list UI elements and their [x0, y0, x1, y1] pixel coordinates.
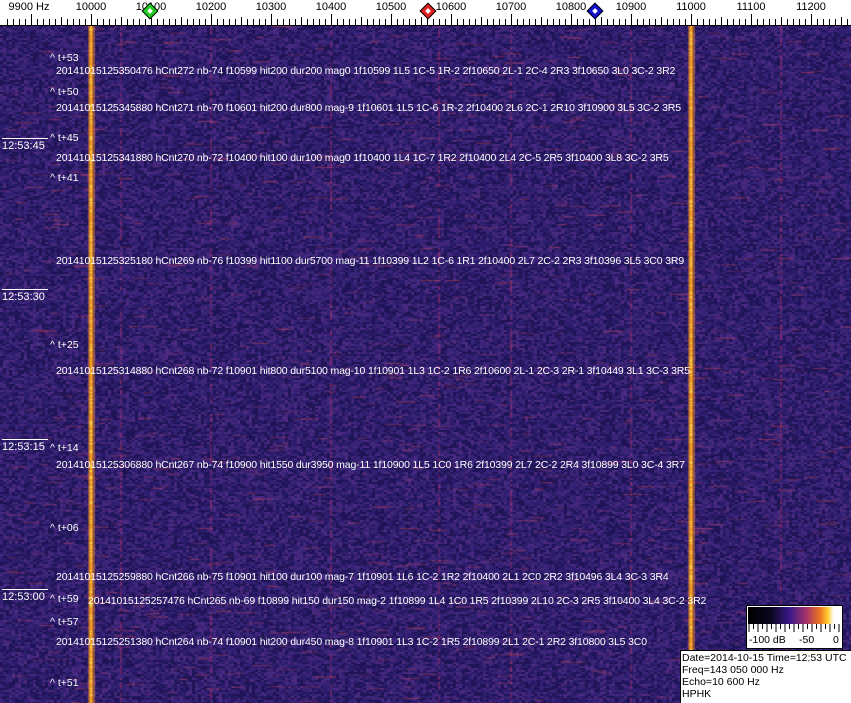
- frequency-label: 10600: [435, 1, 467, 13]
- scale-label-mid: -50: [799, 634, 815, 646]
- time-offset-mark: ^ t+53: [50, 52, 79, 64]
- time-offset-mark: ^ t+25: [50, 339, 79, 351]
- time-offset-mark: ^ t+51: [50, 677, 79, 689]
- detection-line: 20141015125259880 hCnt266 nb-75 f10901 h…: [56, 571, 669, 583]
- time-label: 12:53:00: [2, 589, 48, 603]
- time-offset-mark: ^ t+41: [50, 172, 79, 184]
- frequency-label: 10300: [255, 1, 287, 13]
- color-gradient: [748, 607, 841, 624]
- frequency: Freq=143 050 000 Hz: [682, 664, 784, 676]
- detection-line: 20141015125325180 hCnt269 nb-76 f10399 h…: [56, 255, 685, 267]
- frequency-label: 10500: [375, 1, 407, 13]
- info-box: Date=2014-10-15 Time=12:53 UTC Freq=143 …: [680, 650, 851, 703]
- echo-frequency: Echo=10 600 Hz: [682, 676, 760, 688]
- time-offset-mark: ^ t+59: [50, 593, 79, 605]
- detection-line: 20141015125350476 hCnt272 nb-74 f10599 h…: [56, 65, 676, 77]
- frequency-label: 9900 Hz: [8, 1, 50, 13]
- detection-line: 20141015125341880 hCnt270 nb-72 f10400 h…: [56, 152, 669, 164]
- frequency-label: 10700: [495, 1, 527, 13]
- frequency-label: 10200: [195, 1, 227, 13]
- time-offset-mark: ^ t+06: [50, 522, 79, 534]
- detection-line: 20141015125345880 hCnt271 nb-70 f10601 h…: [56, 102, 681, 114]
- frequency-axis: 9900 Hz100001010010200103001040010500106…: [0, 0, 851, 26]
- frequency-label: 11200: [796, 1, 826, 13]
- frequency-label: 10800: [555, 1, 587, 13]
- db-color-scale: -100 dB -50 0: [746, 605, 843, 649]
- detection-line: 20141015125306880 hCnt267 nb-74 f10900 h…: [56, 459, 685, 471]
- detection-line: 20141015125257476 hCnt265 nb-69 f10899 h…: [88, 595, 707, 607]
- frequency-label: 10400: [315, 1, 347, 13]
- time-label: 12:53:15: [2, 439, 48, 453]
- date-time: Date=2014-10-15 Time=12:53 UTC: [682, 652, 847, 664]
- station-name: HPHK: [682, 688, 712, 700]
- waterfall-spectrogram: [0, 26, 851, 703]
- frequency-label: 11100: [736, 1, 766, 13]
- time-label: 12:53:30: [2, 289, 48, 303]
- time-offset-mark: ^ t+57: [50, 616, 79, 628]
- axis-ticks: [0, 14, 851, 26]
- frequency-label: 10900: [615, 1, 647, 13]
- detection-line: 20141015125314880 hCnt268 nb-72 f10901 h…: [56, 365, 690, 377]
- frequency-label: 10000: [75, 1, 107, 13]
- scale-ticks: [748, 624, 840, 632]
- detection-line: 20141015125251380 hCnt264 nb-74 f10901 h…: [56, 636, 647, 648]
- time-label: 12:53:45: [2, 138, 48, 152]
- time-offset-mark: ^ t+45: [50, 132, 79, 144]
- time-offset-mark: ^ t+50: [50, 86, 79, 98]
- scale-label-max: 0: [833, 634, 839, 646]
- frequency-label: 11000: [676, 1, 706, 13]
- scale-label-min: -100 dB: [749, 634, 786, 646]
- time-offset-mark: ^ t+14: [50, 442, 79, 454]
